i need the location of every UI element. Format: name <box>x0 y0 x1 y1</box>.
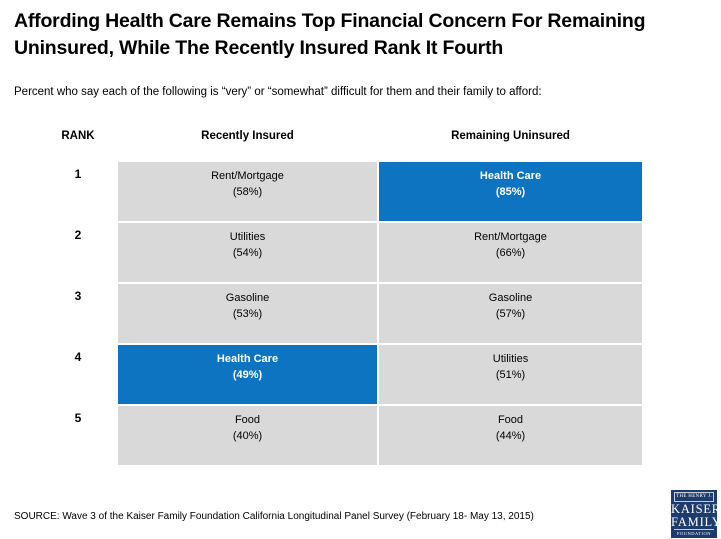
cell-value: (57%) <box>495 307 526 320</box>
page-title: Affording Health Care Remains Top Financ… <box>14 10 646 60</box>
logo-family: FAMILY <box>671 514 721 529</box>
logo-foundation: FOUNDATION <box>674 529 714 537</box>
table-body: 1 Rent/Mortgage (58%) Health Care (85%) … <box>40 162 642 465</box>
cell-value: (85%) <box>495 185 526 198</box>
table-row: 4 Health Care (49%) Utilities (51%) <box>40 345 642 404</box>
cell-label: Gasoline <box>488 292 533 304</box>
cell-recently-insured: Utilities (54%) <box>118 223 377 282</box>
header-recently-insured: Recently Insured <box>201 130 294 142</box>
subtitle: Percent who say each of the following is… <box>14 86 542 98</box>
cell-label: Utilities <box>229 231 266 243</box>
cell-value: (40%) <box>232 429 263 442</box>
rank-cell: 5 <box>40 406 116 465</box>
cell-label: Food <box>234 414 261 426</box>
source-note: SOURCE: Wave 3 of the Kaiser Family Foun… <box>14 511 534 522</box>
table-row: 1 Rent/Mortgage (58%) Health Care (85%) <box>40 162 642 221</box>
cell-label: Rent/Mortgage <box>211 170 284 182</box>
cell-value: (44%) <box>495 429 526 442</box>
cell-label: Rent/Mortgage <box>474 231 547 243</box>
logo-the-henry-j: THE HENRY J. <box>674 492 714 502</box>
table-row: 5 Food (40%) Food (44%) <box>40 406 642 465</box>
cell-recently-insured: Gasoline (53%) <box>118 284 377 343</box>
cell-remaining-uninsured: Health Care (85%) <box>379 162 642 221</box>
cell-value: (53%) <box>232 307 263 320</box>
cell-label: Health Care <box>216 353 279 365</box>
cell-remaining-uninsured: Rent/Mortgage (66%) <box>379 223 642 282</box>
cell-value: (58%) <box>232 185 263 198</box>
cell-remaining-uninsured: Gasoline (57%) <box>379 284 642 343</box>
cell-remaining-uninsured: Utilities (51%) <box>379 345 642 404</box>
cell-value: (66%) <box>495 246 526 259</box>
cell-recently-insured: Rent/Mortgage (58%) <box>118 162 377 221</box>
cell-value: (54%) <box>232 246 263 259</box>
header-rank: RANK <box>61 130 95 142</box>
cell-label: Health Care <box>479 170 542 182</box>
table-header-row: RANK Recently Insured Remaining Uninsure… <box>40 130 642 146</box>
ranking-table: RANK Recently Insured Remaining Uninsure… <box>40 130 642 465</box>
cell-value: (51%) <box>495 368 526 381</box>
logo-kaiser: KAISER <box>671 502 721 516</box>
kaiser-family-foundation-logo: THE HENRY J. KAISER FAMILY FOUNDATION <box>671 490 721 538</box>
cell-label: Utilities <box>492 353 529 365</box>
rank-cell: 3 <box>40 284 116 343</box>
cell-remaining-uninsured: Food (44%) <box>379 406 642 465</box>
header-remaining-uninsured: Remaining Uninsured <box>451 130 570 142</box>
rank-cell: 1 <box>40 162 116 221</box>
cell-recently-insured: Health Care (49%) <box>118 345 377 404</box>
cell-label: Gasoline <box>225 292 270 304</box>
rank-cell: 2 <box>40 223 116 282</box>
rank-cell: 4 <box>40 345 116 404</box>
cell-value: (49%) <box>232 368 263 381</box>
cell-label: Food <box>497 414 524 426</box>
table-row: 3 Gasoline (53%) Gasoline (57%) <box>40 284 642 343</box>
table-row: 2 Utilities (54%) Rent/Mortgage (66%) <box>40 223 642 282</box>
cell-recently-insured: Food (40%) <box>118 406 377 465</box>
